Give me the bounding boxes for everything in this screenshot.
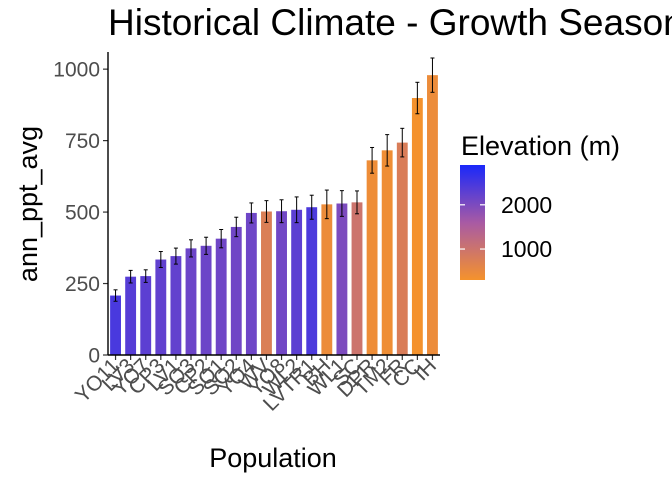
bar	[110, 295, 121, 355]
legend-tick-label: 1000	[501, 236, 552, 262]
x-axis-label: Population	[209, 443, 337, 473]
bar	[306, 207, 318, 355]
y-tick-label: 500	[65, 202, 100, 225]
bar	[245, 212, 257, 355]
bar	[185, 248, 197, 355]
bar	[276, 211, 287, 355]
bar	[140, 276, 152, 355]
bar	[321, 204, 333, 355]
bar	[215, 238, 227, 355]
legend-tick-label: 2000	[501, 192, 552, 218]
bar	[381, 150, 393, 355]
bar	[366, 160, 378, 355]
legend-title: Elevation (m)	[461, 131, 620, 161]
bar	[261, 211, 272, 355]
y-tick-label: 750	[65, 130, 100, 153]
bar	[125, 276, 137, 355]
bar	[291, 209, 303, 355]
bar	[336, 203, 348, 355]
chart-title: Historical Climate - Growth Season	[108, 2, 672, 43]
legend-colorbar	[460, 165, 485, 280]
y-axis-label: ann_ppt_avg	[13, 126, 43, 282]
bar	[230, 226, 242, 355]
bar	[200, 245, 212, 355]
bar	[155, 259, 167, 355]
bar	[351, 202, 363, 355]
legend: Elevation (m) 2000 1000	[460, 131, 620, 280]
y-tick-label: 0	[88, 345, 100, 368]
bar	[396, 142, 408, 355]
y-tick-label: 250	[65, 273, 100, 296]
bar	[170, 256, 182, 355]
bar	[411, 98, 423, 355]
bar	[427, 75, 438, 355]
y-tick-label: 1000	[53, 59, 100, 82]
